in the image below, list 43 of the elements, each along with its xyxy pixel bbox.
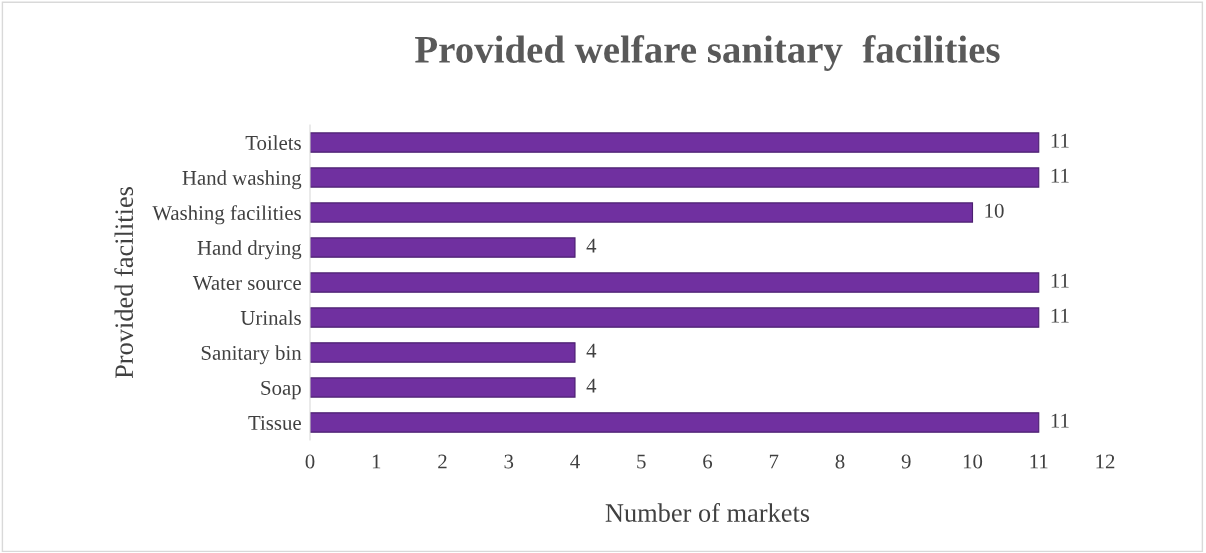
x-tick-label: 4	[570, 454, 580, 469]
y-tick-label: Urinals	[240, 310, 301, 325]
bar	[310, 412, 1040, 433]
y-tick-label: Hand washing	[182, 170, 302, 190]
x-tick-label: 12	[1096, 454, 1115, 469]
x-tick-label: 7	[769, 454, 779, 469]
bar	[310, 237, 576, 258]
y-tick-label: Hand drying	[197, 240, 302, 260]
data-label: 4	[586, 238, 597, 253]
x-tick-label: 8	[835, 454, 845, 469]
x-tick-label: 0	[305, 454, 315, 469]
bar	[310, 167, 1040, 188]
y-tick-label: Tissue	[248, 415, 301, 430]
data-label: 4	[586, 343, 597, 358]
x-tick-label: 6	[703, 454, 713, 469]
bar	[310, 202, 974, 223]
bar	[310, 272, 1040, 293]
y-axis-title: Provided facilities	[114, 187, 134, 379]
y-tick-label: Soap	[261, 380, 301, 400]
x-tick-label: 1	[372, 454, 381, 469]
y-tick-label: Toilets	[245, 135, 301, 150]
x-tick-label: 2	[438, 454, 447, 469]
data-label: 4	[586, 378, 597, 393]
data-label: 11	[1051, 413, 1069, 428]
x-tick-label: 3	[504, 454, 514, 469]
data-label: 11	[1051, 308, 1069, 323]
bar	[310, 377, 576, 398]
y-tick-label: Washing facilities	[152, 205, 301, 225]
x-tick-label: 9	[901, 454, 911, 469]
data-label: 11	[1051, 168, 1069, 183]
x-tick-label: 11	[1030, 454, 1048, 469]
chart-title: Provided welfare sanitary facilities	[415, 35, 1000, 71]
data-label: 11	[1051, 133, 1069, 148]
bar	[310, 307, 1040, 328]
data-label: 11	[1051, 273, 1069, 288]
bar	[310, 342, 576, 363]
x-tick-label: 10	[963, 454, 983, 469]
y-tick-label: Sanitary bin	[201, 345, 302, 365]
x-axis-title: Number of markets	[605, 503, 810, 522]
data-label: 10	[985, 203, 1004, 218]
y-tick-label: Water source	[192, 276, 301, 291]
bar	[310, 132, 1040, 153]
x-tick-label: 5	[637, 454, 646, 469]
